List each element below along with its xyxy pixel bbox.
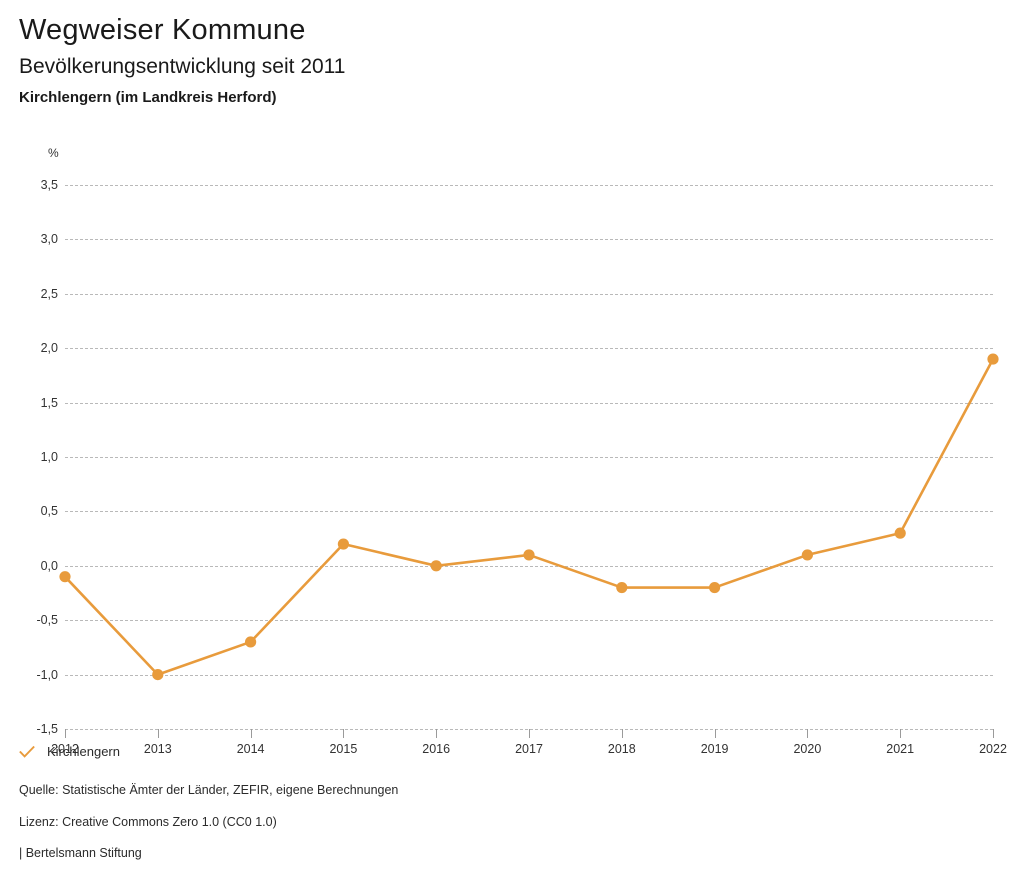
y-axis-tick-label: 0,5 bbox=[40, 504, 58, 519]
x-axis-tick-label: 2018 bbox=[607, 742, 636, 756]
data-point-marker[interactable] bbox=[59, 571, 71, 583]
x-axis: 2012 2013 2014 2015 2016 2017 2018 2019 2020 2021… bbox=[51, 729, 1007, 769]
gridline bbox=[65, 293, 993, 295]
x-axis-tick bbox=[343, 729, 345, 738]
y-axis-labels: 3,5 3,0 2,5 2,0 1,5 1,0 0,5 0,0 -0,5 -1,0 -1,5 bbox=[0, 178, 58, 736]
y-axis-tick-label: -0,5 bbox=[36, 613, 58, 628]
data-point-marker[interactable] bbox=[245, 636, 257, 648]
x-axis-tick-label: 2021 bbox=[886, 742, 915, 756]
chart-legend[interactable]: Kirchlengern bbox=[19, 744, 120, 759]
chart-area: % 3,5 3,0 2,5 2,0 1,5 1,0 0,5 0,0 -0,5 -1,0 -1,5 2… bbox=[0, 140, 1024, 756]
check-icon bbox=[19, 745, 35, 759]
x-axis-tick bbox=[621, 729, 623, 738]
gridline bbox=[65, 674, 993, 676]
x-axis-tick-label: 2015 bbox=[329, 742, 358, 756]
gridline bbox=[65, 185, 993, 186]
x-axis-tick-label: 2013 bbox=[143, 742, 172, 756]
x-axis-tick-label: 2020 bbox=[793, 742, 822, 756]
data-point-marker[interactable] bbox=[616, 581, 628, 594]
data-point-marker[interactable] bbox=[709, 581, 721, 594]
x-axis-tick bbox=[250, 729, 252, 738]
gridline bbox=[65, 402, 993, 404]
data-point-marker[interactable] bbox=[894, 527, 906, 539]
plot-region bbox=[59, 185, 999, 730]
series-line-kirchlengern bbox=[59, 353, 999, 681]
x-axis-tick-label: 2014 bbox=[236, 742, 265, 756]
y-axis-tick-label: 1,5 bbox=[40, 395, 58, 410]
x-axis-tick-label: 2019 bbox=[700, 742, 729, 756]
gridline bbox=[65, 457, 993, 458]
x-axis-tick-label: 2016 bbox=[422, 742, 451, 756]
y-axis-tick-label: 2,0 bbox=[40, 341, 58, 356]
y-axis-tick-label: 3,5 bbox=[40, 178, 58, 192]
y-axis-tick-label: 3,0 bbox=[40, 232, 58, 247]
y-axis-tick-label: -1,5 bbox=[36, 722, 58, 736]
chart-subtitle: Bevölkerungsentwicklung seit 2011 bbox=[19, 55, 346, 79]
x-axis-tick-label: 2017 bbox=[515, 742, 543, 756]
data-point-marker[interactable] bbox=[337, 538, 349, 550]
page-title: Wegweiser Kommune bbox=[19, 14, 306, 46]
series-polyline bbox=[63, 357, 995, 676]
gridline bbox=[65, 511, 993, 513]
y-axis-tick-label: -1,0 bbox=[36, 667, 58, 682]
y-axis-tick-label: 2,5 bbox=[40, 286, 58, 301]
gridline bbox=[65, 565, 993, 567]
data-point-marker[interactable] bbox=[987, 353, 999, 365]
gridline bbox=[65, 620, 993, 622]
header: Wegweiser Kommune Bevölkerungsentwicklun… bbox=[19, 14, 999, 107]
footer-source: Quelle: Statistische Ämter der Länder, Z… bbox=[19, 783, 399, 797]
x-axis-tick bbox=[714, 729, 716, 738]
x-axis-tick bbox=[436, 729, 438, 738]
footer: Quelle: Statistische Ämter der Länder, Z… bbox=[19, 784, 919, 879]
x-axis-tick bbox=[65, 729, 66, 738]
data-point-marker[interactable] bbox=[523, 549, 535, 561]
x-axis-tick-label: 2022 bbox=[979, 742, 1007, 756]
data-point-marker[interactable] bbox=[430, 560, 442, 572]
data-point-marker[interactable] bbox=[152, 669, 164, 681]
footer-license: Lizenz: Creative Commons Zero 1.0 (CC0 1… bbox=[19, 814, 277, 829]
x-axis-tick-label: 2012 bbox=[51, 742, 79, 756]
gridline bbox=[65, 239, 993, 241]
x-axis-tick bbox=[157, 729, 159, 738]
x-axis-tick bbox=[807, 729, 809, 738]
x-axis-tick bbox=[900, 729, 902, 738]
gridline bbox=[65, 348, 993, 350]
y-axis-tick-label: 0,0 bbox=[40, 558, 58, 573]
footer-publisher: | Bertelsmann Stiftung bbox=[19, 846, 142, 860]
legend-item-label: Kirchlengern bbox=[47, 744, 120, 759]
region-label: Kirchlengern (im Landkreis Herford) bbox=[19, 89, 277, 107]
y-axis-tick-label: 1,0 bbox=[40, 450, 58, 464]
x-axis-tick bbox=[529, 729, 530, 738]
x-axis-tick bbox=[993, 729, 994, 738]
data-point-marker[interactable] bbox=[801, 549, 814, 561]
y-axis-unit-label: % bbox=[48, 146, 59, 160]
